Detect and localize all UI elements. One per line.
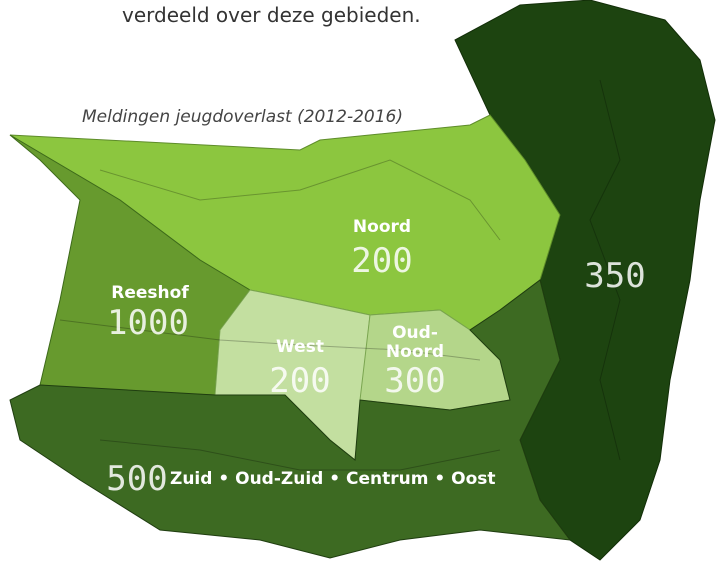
- caption: Meldingen jeugdoverlast (2012-2016): [82, 107, 403, 127]
- region-value: 200: [351, 241, 412, 281]
- region-name: Reeshof: [111, 283, 189, 303]
- region-name: Zuid • Oud-Zuid • Centrum • Oost: [170, 469, 496, 489]
- district-border: [59, 319, 481, 361]
- region-value: 500: [106, 459, 167, 499]
- region-value: 1000: [107, 303, 189, 343]
- region-zuid: [9, 279, 572, 559]
- district-border: [589, 79, 621, 461]
- region-value: 200: [269, 361, 330, 401]
- region-name: Noord: [353, 217, 411, 237]
- intro: verdeeld over deze gebieden.: [122, 3, 421, 27]
- region-value: 350: [584, 256, 645, 296]
- region-name: West: [276, 337, 324, 357]
- region-name: Oud-: [392, 323, 438, 343]
- district-border: [99, 159, 501, 241]
- region-value: 300: [384, 361, 445, 401]
- district-border: [99, 439, 501, 471]
- region-name: Noord: [386, 342, 444, 362]
